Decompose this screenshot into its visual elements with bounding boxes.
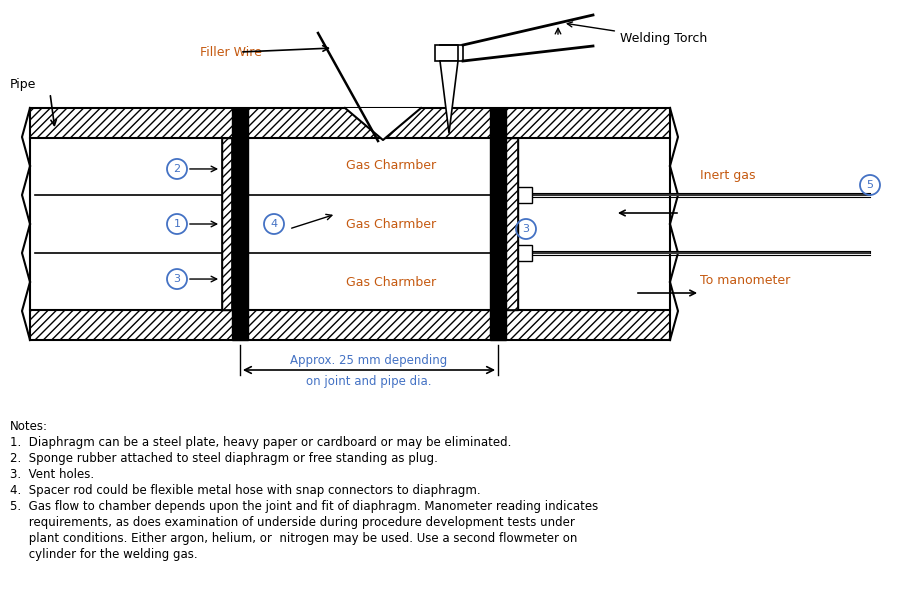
Bar bbox=[232, 108, 248, 340]
Bar bbox=[518, 245, 532, 261]
Text: 5.  Gas flow to chamber depends upon the joint and fit of diaphragm. Manometer r: 5. Gas flow to chamber depends upon the … bbox=[10, 500, 598, 513]
Text: Filler Wire: Filler Wire bbox=[200, 45, 262, 58]
Bar bbox=[435, 45, 463, 61]
Text: Welding Torch: Welding Torch bbox=[567, 22, 707, 45]
Text: on joint and pipe dia.: on joint and pipe dia. bbox=[307, 375, 432, 388]
Text: 3.  Vent holes.: 3. Vent holes. bbox=[10, 468, 94, 481]
Text: Gas Charmber: Gas Charmber bbox=[346, 276, 436, 289]
Bar bbox=[518, 187, 532, 203]
Bar bbox=[30, 108, 670, 138]
Text: requirements, as does examination of underside during procedure development test: requirements, as does examination of und… bbox=[10, 516, 575, 529]
Text: Gas Charmber: Gas Charmber bbox=[346, 159, 436, 172]
Bar bbox=[506, 138, 518, 310]
Text: 2.  Sponge rubber attached to steel diaphragm or free standing as plug.: 2. Sponge rubber attached to steel diaph… bbox=[10, 452, 437, 465]
Text: Pipe: Pipe bbox=[10, 78, 36, 91]
Text: plant conditions. Either argon, helium, or  nitrogen may be used. Use a second f: plant conditions. Either argon, helium, … bbox=[10, 532, 577, 545]
Polygon shape bbox=[440, 61, 458, 133]
Text: 4.  Spacer rod could be flexible metal hose with snap connectors to diaphragm.: 4. Spacer rod could be flexible metal ho… bbox=[10, 484, 481, 497]
Bar bbox=[506, 138, 518, 310]
Text: 3: 3 bbox=[522, 224, 529, 234]
Text: 3: 3 bbox=[173, 274, 180, 284]
Bar bbox=[222, 138, 232, 310]
Bar bbox=[490, 108, 506, 340]
Bar bbox=[30, 310, 670, 340]
Text: Inert gas: Inert gas bbox=[700, 169, 756, 182]
Text: 1.  Diaphragm can be a steel plate, heavy paper or cardboard or may be eliminate: 1. Diaphragm can be a steel plate, heavy… bbox=[10, 436, 511, 449]
Text: Notes:: Notes: bbox=[10, 420, 48, 433]
Text: 2: 2 bbox=[173, 164, 180, 174]
Text: To manometer: To manometer bbox=[700, 274, 790, 287]
Polygon shape bbox=[345, 108, 421, 140]
Text: cylinder for the welding gas.: cylinder for the welding gas. bbox=[10, 548, 198, 561]
Text: 1: 1 bbox=[173, 219, 180, 229]
Text: 4: 4 bbox=[271, 219, 278, 229]
Text: Gas Charmber: Gas Charmber bbox=[346, 218, 436, 231]
Bar bbox=[30, 138, 670, 310]
Text: Approx. 25 mm depending: Approx. 25 mm depending bbox=[290, 354, 447, 367]
Bar bbox=[222, 138, 232, 310]
Text: 5: 5 bbox=[867, 180, 873, 190]
